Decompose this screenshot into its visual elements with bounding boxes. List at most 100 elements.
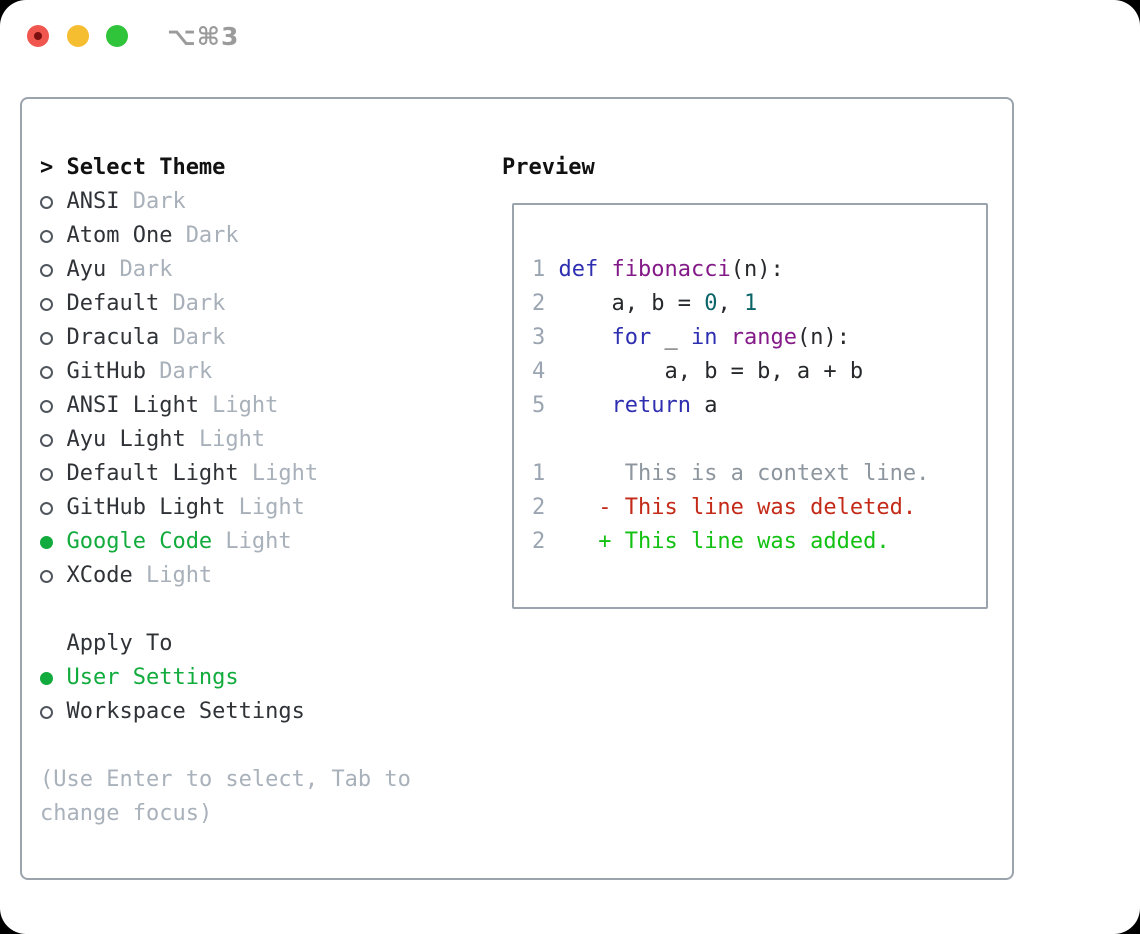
token-kw: in <box>690 325 718 350</box>
apply-option[interactable]: User Settings <box>40 661 411 695</box>
token-num: 5 <box>532 393 559 418</box>
titlebar: ⌥⌘3 <box>0 0 1140 72</box>
radio-prefix <box>40 195 66 209</box>
radio-unselected-icon <box>40 501 53 515</box>
option-name: ANSI <box>66 189 120 214</box>
token-num: 4 <box>532 359 559 384</box>
theme-option[interactable]: Ayu Light Light <box>40 423 411 457</box>
radio-prefix <box>40 365 66 379</box>
focus-arrow-icon: > <box>40 155 54 180</box>
preview-label: Preview <box>502 155 595 180</box>
token-num: 2 <box>532 529 546 554</box>
radio-unselected-icon <box>40 297 53 311</box>
option-name: Dracula <box>66 325 160 350</box>
option-name: Google Code <box>66 529 213 554</box>
token-num: 2 <box>532 291 559 316</box>
option-name: Default Light <box>66 461 239 486</box>
code-line: 4 a, b = b, a + b <box>532 355 986 389</box>
token-pl: (n): <box>796 325 850 350</box>
spacer <box>40 593 411 627</box>
token-kw: return <box>611 393 691 418</box>
hint-line-2: change focus) <box>40 801 213 826</box>
theme-variant: Light <box>198 427 266 452</box>
theme-option[interactable]: Default Light Light <box>40 457 411 491</box>
option-name: Ayu Light <box>66 427 186 452</box>
code-line: 3 for _ in range(n): <box>532 321 986 355</box>
theme-list-column: > Select Theme ANSI Dark Atom One Dark Ayu Da… <box>40 151 411 831</box>
theme-variant: Dark <box>185 223 239 248</box>
option-name: Workspace Settings <box>66 699 305 724</box>
theme-option[interactable]: Dracula Dark <box>40 321 411 355</box>
token-pl: a, b = b, a + b <box>558 359 864 384</box>
code-line: 1 This is a context line. <box>532 457 986 491</box>
close-button[interactable] <box>27 25 49 47</box>
select-theme-header: > Select Theme <box>40 151 411 185</box>
theme-option[interactable]: Default Dark <box>40 287 411 321</box>
apply-options: User Settings Workspace Settings <box>40 661 411 729</box>
radio-unselected-icon <box>40 263 53 277</box>
option-name: Ayu <box>66 257 107 282</box>
radio-unselected-icon <box>40 569 53 583</box>
window-title: ⌥⌘3 <box>167 22 240 51</box>
token-pl: , <box>717 291 744 316</box>
radio-unselected-icon <box>40 467 53 481</box>
token-kw: def <box>558 257 599 282</box>
theme-picker-panel: > Select Theme ANSI Dark Atom One Dark Ayu Da… <box>20 97 1014 880</box>
radio-prefix <box>40 705 66 719</box>
radio-prefix <box>40 263 66 277</box>
code-line: 2 - This line was deleted. <box>532 491 986 525</box>
theme-variant: Light <box>212 393 279 418</box>
theme-option[interactable]: ANSI Light Light <box>40 389 411 423</box>
theme-options: ANSI Dark Atom One Dark Ayu Dark Default Dark Dr… <box>40 185 411 593</box>
theme-option[interactable]: Google Code Light <box>40 525 411 559</box>
token-lit: 0 <box>704 291 718 316</box>
radio-prefix <box>40 535 66 549</box>
token-num: 1 <box>532 257 559 282</box>
option-name: User Settings <box>66 665 239 690</box>
theme-variant: Light <box>225 529 292 554</box>
theme-option[interactable]: Ayu Dark <box>40 253 411 287</box>
radio-prefix <box>40 501 66 515</box>
radio-selected-icon <box>40 535 53 549</box>
theme-variant: Light <box>251 461 319 486</box>
token-ctx: This is a context line. <box>545 461 930 486</box>
hint-line-1: (Use Enter to select, Tab to <box>40 767 411 792</box>
apply-to-label: Apply To <box>66 631 173 656</box>
radio-unselected-icon <box>40 433 53 447</box>
token-pl <box>559 325 612 350</box>
apply-option[interactable]: Workspace Settings <box>40 695 411 729</box>
radio-selected-icon <box>40 671 53 685</box>
token-num: 3 <box>532 325 559 350</box>
radio-prefix <box>40 569 66 583</box>
token-pl: (n): <box>730 257 784 282</box>
spacer <box>40 729 411 763</box>
theme-option[interactable]: ANSI Dark <box>40 185 411 219</box>
option-name: Default <box>66 291 160 316</box>
theme-variant: Dark <box>172 325 226 350</box>
option-name: XCode <box>66 563 133 588</box>
radio-unselected-icon <box>40 705 53 719</box>
theme-option[interactable]: GitHub Dark <box>40 355 411 389</box>
token-pl <box>598 257 611 282</box>
zoom-button[interactable] <box>106 25 128 47</box>
minimize-button[interactable] <box>67 25 89 47</box>
radio-prefix <box>40 467 66 481</box>
radio-unselected-icon <box>40 195 53 209</box>
token-pl <box>717 325 730 350</box>
token-fn: fibonacci <box>611 257 731 282</box>
token-kw: for <box>611 325 652 350</box>
code-line: 2 a, b = 0, 1 <box>532 287 986 321</box>
token-add: + This line was added. <box>545 529 890 554</box>
radio-prefix <box>40 433 66 447</box>
option-name: Atom One <box>66 223 173 248</box>
option-name: GitHub <box>66 359 146 384</box>
token-del: - This line was deleted. <box>545 495 917 520</box>
code-line: 2 + This line was added. <box>532 525 986 559</box>
theme-option[interactable]: Atom One Dark <box>40 219 411 253</box>
theme-option[interactable]: XCode Light <box>40 559 411 593</box>
theme-option[interactable]: GitHub Light Light <box>40 491 411 525</box>
code-line: 5 return a <box>532 389 986 423</box>
